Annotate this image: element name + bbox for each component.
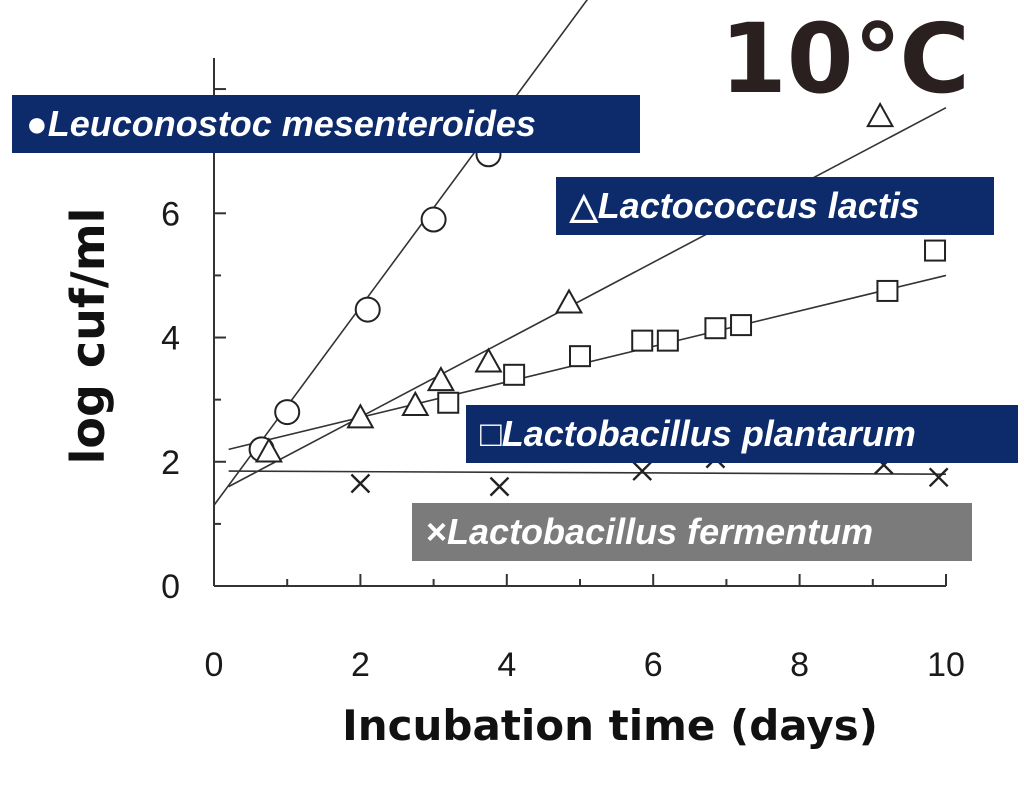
marker-square	[503, 363, 526, 386]
marker-square	[924, 239, 947, 262]
y-tick-label: 4	[161, 320, 180, 358]
marker-triangle	[866, 101, 895, 128]
x-tick-label: 10	[927, 646, 965, 684]
x-tick-label: 0	[205, 646, 224, 684]
marker-x	[350, 473, 371, 494]
x-tick-label: 2	[351, 646, 370, 684]
marker-square	[656, 329, 679, 352]
x-axis-title: Incubation time (days)	[342, 701, 878, 750]
y-tick-label: 2	[161, 444, 180, 482]
legend-item-x: ×Lactobacillus fermentum	[412, 503, 972, 561]
marker-triangle	[401, 390, 430, 416]
marker-x	[489, 476, 510, 497]
legend-symbol-x: ×	[426, 511, 448, 552]
marker-x	[928, 467, 949, 488]
marker-circle	[420, 206, 447, 233]
marker-triangle	[554, 288, 584, 314]
legend-item-square: □Lactobacillus plantarum	[466, 405, 1018, 463]
marker-triangle	[346, 403, 375, 429]
fit-line-triangle	[228, 106, 947, 488]
legend-symbol-circle: ●	[26, 103, 48, 144]
marker-square	[704, 317, 727, 340]
data-markers	[248, 101, 949, 497]
marker-circle	[274, 399, 301, 426]
y-tick-label: 0	[161, 568, 180, 606]
marker-triangle	[254, 437, 283, 463]
marker-circle	[354, 296, 381, 323]
x-tick-label: 4	[497, 646, 516, 684]
marker-square	[569, 345, 591, 368]
legend-label: Lactobacillus plantarum	[501, 413, 916, 454]
marker-triangle	[426, 365, 455, 392]
legend-label: Lactobacillus fermentum	[447, 511, 874, 552]
marker-x	[632, 461, 653, 481]
legend-item-circle: ●Leuconostoc mesenteroides	[12, 95, 640, 153]
axes: 0 2 4 6 8 10 0 2 4 6	[161, 58, 965, 684]
marker-square	[876, 279, 899, 302]
marker-square	[631, 329, 654, 352]
marker-triangle	[474, 347, 503, 373]
legend-label: Lactococcus lactis	[597, 185, 920, 226]
fit-line-x	[228, 470, 947, 475]
legend-label: Leuconostoc mesenteroides	[47, 103, 536, 144]
chart-title: 10℃	[720, 3, 970, 115]
x-tick-label: 6	[644, 646, 663, 684]
legend-symbol-triangle: △	[570, 185, 598, 226]
y-axis-title: log cuf/ml	[61, 208, 115, 465]
x-tick-label: 8	[790, 646, 809, 684]
marker-square	[730, 314, 753, 337]
legend-item-triangle: △Lactococcus lactis	[556, 177, 994, 235]
marker-square	[437, 391, 460, 414]
y-tick-label: 6	[161, 195, 180, 233]
legend-symbol-square: □	[480, 413, 502, 454]
